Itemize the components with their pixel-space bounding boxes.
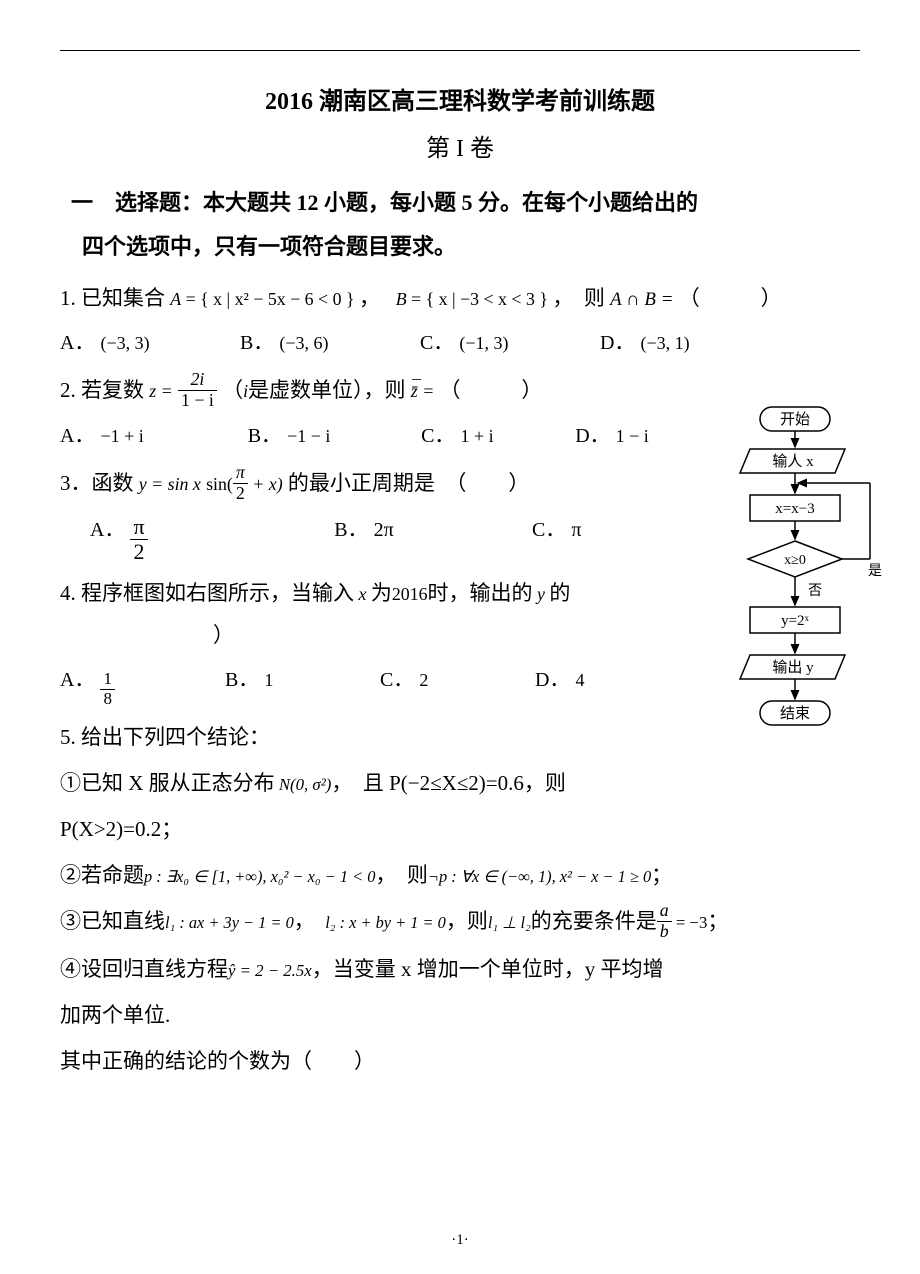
q3-opt-c: C．π [532,510,710,566]
q5-s1c: P(X>2)=0.2； [60,808,860,850]
q1-opt-c: C．(−1, 3) [420,323,600,363]
q2-num: 2i [178,370,217,391]
q4-suf1: 时，输出的 [428,581,533,605]
q2-opt-d: D．1 − i [575,416,710,456]
q5-s4c: 加两个单位. [60,994,860,1036]
top-rule [60,50,860,51]
q3-plusx: + x) [248,474,283,494]
fc-start: 开始 [780,411,810,428]
q1-expr: A ∩ B = [610,289,673,310]
page-title: 2016 潮南区高三理科数学考前训练题 [60,81,860,116]
q1: 1. 已知集合 A = { x | x² − 5x − 6 < 0 } ， B … [60,277,860,319]
q3-opt-a: A．π2 [90,510,334,566]
q1-setA-lhs: A [170,289,181,309]
fc-yeq: y=2ˣ [781,613,809,629]
q3-num: π [233,463,248,484]
fc-end: 结束 [780,705,810,722]
flowchart: 开始 输人 x x=x−3 x≥0 是 否 y=2ˣ 输出 y 结束 [730,405,885,770]
q4-prefix: 4. 程序框图如右图所示，当输入 [60,581,354,605]
section-heading: 一 选择题：本大题共 12 小题，每小题 5 分。在每个小题给出的 四个选项中，… [60,181,860,269]
fc-input: 输人 x [772,453,814,470]
page-subtitle: 第 I 卷 [60,128,860,163]
q1-opt-d: D．(−3, 1) [600,323,760,363]
q1-paren: （ ） [679,277,788,319]
heading-line1: 一 选择题：本大题共 12 小题，每小题 5 分。在每个小题给出的 [71,190,698,215]
q2-opt-a: A．−1 + i [60,416,248,456]
q2-mid2: 是虚数单位），则 [248,378,406,402]
q5-final: 其中正确的结论的个数为（ ） [60,1040,860,1082]
q4-y: y [533,584,550,604]
q4-opt-d: D．4 [535,660,685,710]
fc-no: 否 [808,584,822,599]
q3-opt-b: B．2π [334,510,532,566]
fc-output: 输出 y [772,659,814,676]
q4-mid: 为 [371,581,392,605]
q2-opt-c: C．1 + i [421,416,575,456]
q1-setB: = { x | −3 < x < 3 } [407,289,548,309]
q3-sin2: sin( [206,474,233,494]
q1-comma1: ， [359,286,391,310]
q3-prefix: 3．函数 [60,471,134,495]
q2-den: 1 − i [178,391,217,411]
q4-val: 2016 [392,584,428,604]
fc-cond: x≥0 [784,553,806,568]
q2-prefix: 2. 若复数 [60,378,144,402]
q1-opt-a: A．(−3, 3) [60,323,240,363]
q2-paren: （ ） [440,369,549,411]
fc-yes: 是 [868,564,882,579]
q2-zeq: z = [149,381,172,401]
q1-middle: ， 则 [552,286,610,310]
q1-options: A．(−3, 3) B．(−3, 6) C．(−1, 3) D．(−3, 1) [60,323,860,363]
q5-s2: ②若命题p : ∃x₀ ∈ [1, +∞), x₀² − x₀ − 1 < 0，… [60,854,860,896]
page-number: ·1· [0,1232,920,1249]
q5-s4: ④设回归直线方程ŷ = 2 − 2.5x，当变量 x 增加一个单位时，y 平均增 [60,948,860,990]
q1-setB-lhs: B [396,289,407,309]
q4-opt-a: A．18 [60,660,225,710]
q1-prefix: 1. 已知集合 [60,286,165,310]
q4-opt-b: B．1 [225,660,380,710]
q4-x: x [354,584,371,604]
fc-calc: x=x−3 [775,501,814,517]
q3-suffix: 的最小正周期是 （ ） [288,471,530,495]
q4-paren: ） [150,623,234,647]
q5-s3: ③已知直线l₁ : ax + 3y − 1 = 0， l₂ : x + by +… [60,900,860,943]
q3-den: 2 [233,484,248,504]
q2-mid1: （ [222,378,243,402]
flowchart-svg: 开始 输人 x x=x−3 x≥0 是 否 y=2ˣ 输出 y 结束 [730,405,885,765]
q4-opt-c: C．2 [380,660,535,710]
heading-line2: 四个选项中，只有一项符合题目要求。 [60,225,860,269]
q1-opt-b: B．(−3, 6) [240,323,420,363]
q2-opt-b: B．−1 − i [248,416,421,456]
q3-yeq: y = sin x [139,474,201,494]
q1-setA: = { x | x² − 5x − 6 < 0 } [181,289,354,309]
q4-suf2: 的 [549,581,570,605]
